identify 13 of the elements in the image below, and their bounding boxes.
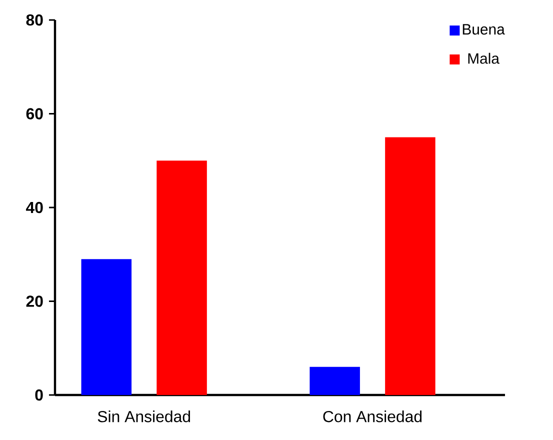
x-tick-label: Sin Ansiedad — [98, 410, 190, 422]
bar — [156, 160, 207, 395]
legend-label: Mala — [468, 52, 500, 64]
y-tick-label: 80 — [26, 14, 43, 26]
y-tick-label: 20 — [26, 296, 43, 307]
bar — [81, 259, 132, 395]
x-tick-label: Con Ansiedad — [323, 410, 422, 422]
y-tick-label: 60 — [26, 108, 43, 120]
bar — [385, 137, 436, 395]
y-tick-label: 40 — [26, 202, 43, 214]
legend-label: Buena — [462, 24, 505, 35]
y-tick-label: 0 — [35, 389, 43, 401]
bar — [310, 366, 360, 395]
